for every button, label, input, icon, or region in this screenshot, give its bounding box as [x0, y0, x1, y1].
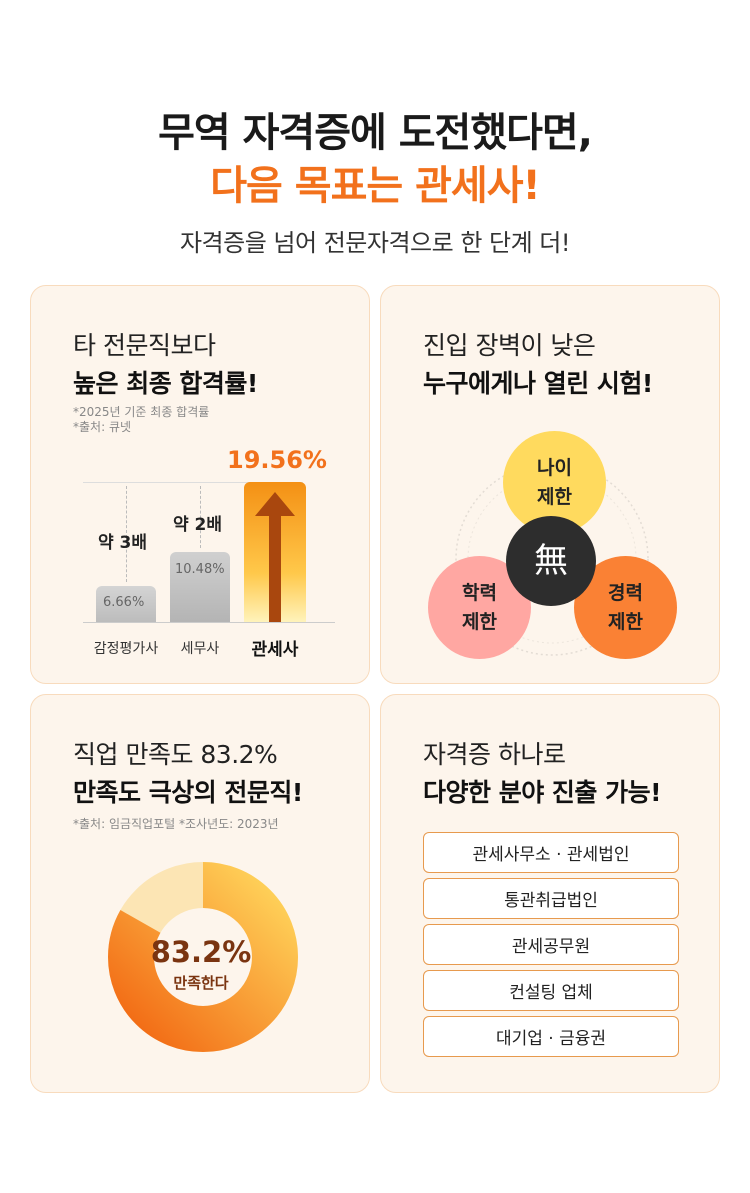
category-customs-broker: 관세사 — [251, 640, 299, 660]
pass-rate-card: 타 전문직보다 높은 최종 합격률! *2025년 기준 최종 합격률 *출처:… — [30, 285, 370, 684]
satisfaction-source: *출처: 임금직업포털 *조사년도: 2023년 — [73, 817, 279, 831]
headline-line2: 다음 목표는 관세사! — [210, 163, 541, 209]
career-item: 컨설팅 업체 — [423, 970, 679, 1011]
pass-rate-note-year: *2025년 기준 최종 합격률 — [73, 405, 210, 419]
bar-value-tax-accountant: 10.48% — [175, 562, 225, 577]
subtitle: 자격증을 넘어 전문자격으로 한 단계 더! — [179, 229, 571, 257]
age-limit-text-1: 나이 — [537, 456, 572, 479]
multiplier-label-3x: 약 3배 — [98, 533, 148, 553]
bar-appraiser — [96, 586, 156, 622]
age-limit-text-2: 제한 — [537, 485, 572, 508]
none-symbol: 無 — [506, 516, 596, 606]
career-limit-text-1: 경력 — [608, 581, 643, 604]
satisfaction-title-line2: 만족도 극상의 전문직! — [73, 778, 303, 807]
satisfaction-title-line1: 직업 만족도 83.2% — [73, 740, 278, 769]
bar-value-appraiser: 6.66% — [103, 595, 145, 610]
category-tax-accountant: 세무사 — [180, 641, 220, 657]
pass-rate-title-line1: 타 전문직보다 — [73, 331, 216, 360]
education-limit-text-1: 학력 — [462, 581, 497, 604]
entry-barrier-card: 진입 장벽이 낮은 누구에게나 열린 시험! 나이 제한 학력 제한 경력 제한 無 — [380, 285, 720, 684]
education-limit-text-2: 제한 — [462, 610, 497, 633]
career-item: 통관취급법인 — [423, 878, 679, 919]
career-item: 대기업 · 금융권 — [423, 1016, 679, 1057]
entry-title-line2: 누구에게나 열린 시험! — [423, 369, 653, 398]
bar-value-customs-broker: 19.56% — [227, 446, 327, 474]
headline-line1: 무역 자격증에 도전했다면, — [158, 110, 593, 156]
satisfaction-card: 직업 만족도 83.2% 만족도 극상의 전문직! *출처: 임금직업포털 *조… — [30, 694, 370, 1093]
reference-line — [83, 482, 303, 483]
dashed-guide-1 — [126, 486, 127, 582]
donut-satisfied — [108, 862, 298, 1052]
up-arrow-icon — [255, 492, 295, 622]
entry-title-line1: 진입 장벽이 낮은 — [423, 331, 596, 360]
career-title-line2: 다양한 분야 진출 가능! — [423, 778, 662, 807]
satisfaction-caption: 만족한다 — [173, 974, 229, 992]
bar-customs-broker — [244, 482, 306, 622]
career-title-line1: 자격증 하나로 — [423, 740, 566, 769]
category-appraiser: 감정평가사 — [93, 641, 159, 657]
bar-tax-accountant — [170, 552, 230, 622]
career-item: 관세공무원 — [423, 924, 679, 965]
pass-rate-title-line2: 높은 최종 합격률! — [73, 369, 258, 398]
multiplier-label-2x: 약 2배 — [173, 515, 223, 535]
dashed-guide-2 — [200, 486, 201, 548]
satisfaction-donut — [108, 862, 298, 1052]
pass-rate-note-source: *출처: 큐넷 — [73, 420, 132, 434]
career-limit-text-2: 제한 — [608, 610, 643, 633]
x-axis-line — [83, 622, 335, 623]
satisfaction-percent: 83.2% — [150, 935, 252, 969]
career-item: 관세사무소 · 관세법인 — [423, 832, 679, 873]
career-card: 자격증 하나로 다양한 분야 진출 가능! 관세사무소 · 관세법인 통관취급법… — [380, 694, 720, 1093]
